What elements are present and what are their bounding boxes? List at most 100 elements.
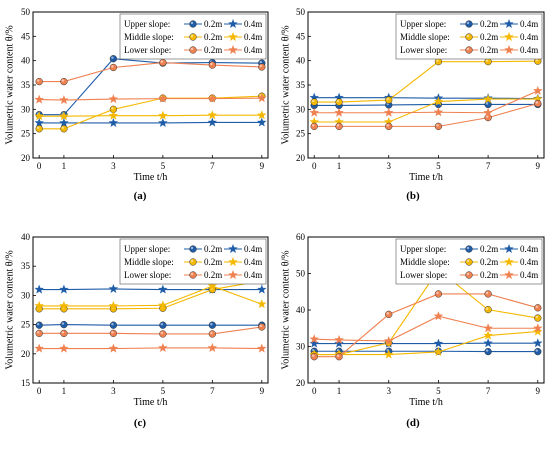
- panel-d-legend-depth-04: 0.4m: [520, 257, 538, 267]
- panel-b-legend-depth-02: 0.2m: [480, 32, 498, 42]
- panel-a-point: [207, 117, 218, 127]
- panel-b-xtick-label: 0: [312, 161, 317, 171]
- panel-c-point: [59, 284, 69, 294]
- panel-a-legend-depth-04: 0.4m: [244, 19, 262, 29]
- panel-c-point: [208, 330, 216, 338]
- panel-c-point: [59, 300, 69, 310]
- panel-d-point: [534, 314, 542, 322]
- panel-d-point: [534, 347, 542, 356]
- panel-b-series-lower-04m: [309, 85, 543, 117]
- panel-c-legend-depth-02: 0.2m: [204, 270, 222, 280]
- panel-c-series-line: [39, 324, 262, 326]
- panel-a-point-body: [35, 77, 43, 86]
- panel-c-point-body: [159, 330, 167, 338]
- panel-b-legend-row-label: Upper slope:: [400, 19, 446, 29]
- panel-c-point: [258, 323, 266, 331]
- panel-d-legend-swatch-circle-body: [465, 271, 473, 279]
- panel-a-legend: Upper slope: 0.2m 0.4m Middle slope: 0.2m 0.4…: [119, 13, 267, 60]
- panel-b-ytick-label: 20: [296, 153, 306, 163]
- panel-b-point: [483, 107, 493, 117]
- panel-a-point-highlight: [61, 79, 65, 82]
- panel-a-legend-swatch-star: [228, 18, 238, 29]
- panel-c-series-line: [39, 326, 262, 335]
- panel-c-series-lower-04m: [34, 342, 267, 353]
- panel-c-point-body: [109, 329, 118, 338]
- panel-d-point-highlight: [535, 315, 538, 319]
- panel-c-legend-swatch-star: [228, 269, 238, 280]
- panel-c-point-highlight: [160, 322, 164, 326]
- panel-c-series-upper-02m: [35, 320, 266, 329]
- panel-b-point: [534, 99, 542, 108]
- panel-d-legend-depth-02: 0.2m: [480, 270, 498, 280]
- panel-d-legend-swatch-circle: [465, 271, 473, 279]
- panel-a-ytick-label: 30: [21, 104, 31, 114]
- panel-b-ytick-label: 30: [296, 104, 306, 114]
- panel-a-point-body: [109, 63, 118, 72]
- panel-d-legend-swatch-circle-highlight: [466, 259, 470, 263]
- panel-b-series-lower-02m: [310, 99, 542, 131]
- panel-b-series-line: [314, 97, 538, 100]
- panel-a-point: [158, 93, 168, 103]
- panel-d-ytick-label: 40: [296, 305, 306, 315]
- panel-a-point: [159, 58, 167, 67]
- panel-b-point-highlight: [436, 59, 439, 62]
- panel-c-ytick-label: 35: [21, 261, 31, 271]
- panel-c-xtick-label: 3: [111, 386, 116, 396]
- panel-c-xtick-label: 5: [161, 386, 166, 396]
- panel-d-point-body: [310, 353, 318, 361]
- panel-d-point-body: [484, 305, 492, 314]
- panel-a-point-body: [208, 61, 216, 69]
- panel-c-ytick-label: 25: [21, 320, 31, 330]
- panel-c-point-highlight: [210, 331, 213, 335]
- panel-d-point: [533, 323, 543, 333]
- panel-a-point: [257, 117, 267, 127]
- panel-a-point: [257, 93, 267, 103]
- panel-d-legend-row-label: Lower slope:: [400, 270, 447, 280]
- panel-a-point: [109, 63, 118, 72]
- panel-a-point: [108, 117, 119, 128]
- panel-b-point: [433, 107, 444, 117]
- panel-b-legend-depth-02: 0.2m: [480, 45, 498, 55]
- panel-a-point: [109, 55, 118, 63]
- panel-a-point: [158, 117, 168, 128]
- panel-b-point-highlight: [312, 124, 315, 127]
- panel-b-point: [433, 96, 444, 106]
- panel-c-ytick-label: 40: [21, 232, 31, 242]
- panel-a-legend-swatch-circle: [189, 20, 197, 28]
- panel-b-legend-swatch-circle: [465, 33, 473, 41]
- panel-c-point: [158, 284, 168, 294]
- panel-a-point: [35, 77, 43, 86]
- panel-c-legend-depth-02: 0.2m: [204, 244, 222, 254]
- panel-c-ytick-label: 30: [21, 290, 31, 300]
- panel-b-point-body: [335, 122, 343, 131]
- panel-b-legend: Upper slope: 0.2m 0.4m Middle slope: 0.2m 0.4…: [395, 13, 543, 60]
- panel-b-legend-swatch-circle-highlight: [466, 21, 470, 25]
- panel-d-panel-label: (d): [406, 417, 420, 429]
- panel-a-series-line: [39, 97, 262, 101]
- panel-c-point: [207, 342, 218, 353]
- panel-d-point-highlight: [436, 291, 439, 295]
- panel-d-legend: Upper slope: 0.2m 0.4m Middle slope: 0.2m 0.4…: [395, 238, 543, 285]
- panel-c-point-highlight: [61, 322, 65, 325]
- panel-b-series-line: [314, 102, 538, 127]
- panel-a-point: [34, 111, 44, 121]
- panel-d-legend-depth-02: 0.2m: [480, 244, 498, 254]
- panel-b-legend-row-label: Middle slope:: [400, 32, 450, 42]
- panel-b-point-highlight: [386, 97, 389, 101]
- panel-c-point: [108, 300, 119, 310]
- panel-d-point: [484, 290, 492, 298]
- panel-c-series-line: [39, 347, 262, 350]
- panel-d-point-body: [484, 347, 492, 356]
- panel-c-point: [159, 330, 167, 338]
- panel-b-point-body: [534, 99, 542, 108]
- panel-a-series-lower-04m: [34, 93, 267, 105]
- panel-a-point: [207, 93, 218, 103]
- panel-d-point: [310, 353, 318, 361]
- panel-d-point-body: [434, 290, 443, 298]
- panel-c-series-line: [39, 288, 262, 291]
- panel-a-point: [258, 63, 266, 71]
- panel-b-point-highlight: [336, 124, 340, 127]
- panel-d-point: [483, 338, 493, 348]
